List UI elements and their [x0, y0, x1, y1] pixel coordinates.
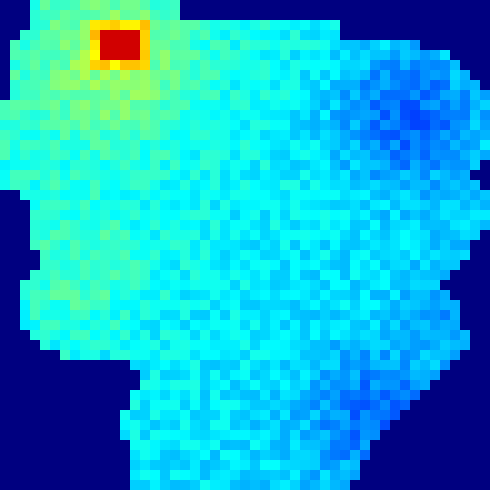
heatmap-raster [0, 0, 490, 490]
